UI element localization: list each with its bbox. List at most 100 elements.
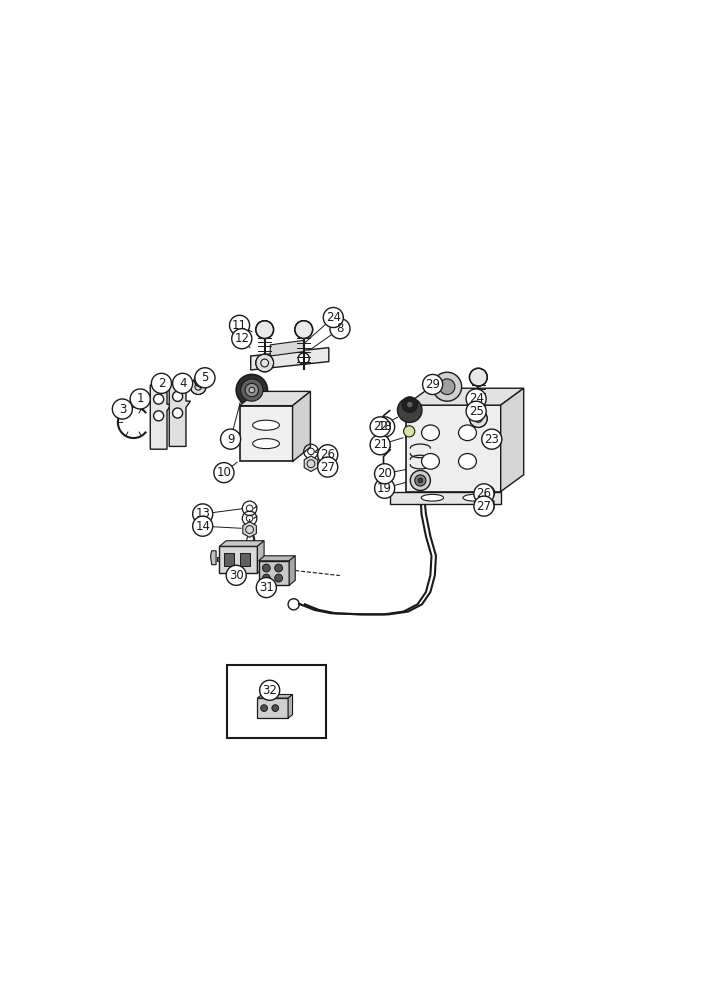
Circle shape — [402, 397, 418, 412]
Circle shape — [173, 408, 183, 418]
Polygon shape — [500, 388, 523, 492]
Text: 27: 27 — [320, 461, 336, 474]
Circle shape — [323, 307, 343, 328]
Ellipse shape — [253, 439, 279, 449]
Bar — [217, 557, 222, 561]
Circle shape — [466, 401, 486, 421]
Circle shape — [410, 470, 431, 490]
Polygon shape — [258, 541, 264, 573]
Polygon shape — [270, 340, 304, 356]
Circle shape — [245, 383, 258, 397]
Text: 3: 3 — [119, 403, 126, 416]
Text: 31: 31 — [259, 581, 274, 594]
Circle shape — [275, 564, 282, 572]
Bar — [390, 492, 500, 504]
Circle shape — [370, 435, 390, 455]
Circle shape — [240, 379, 263, 401]
Circle shape — [256, 578, 276, 598]
Circle shape — [195, 368, 215, 388]
Text: 1: 1 — [137, 392, 144, 405]
Text: 11: 11 — [232, 319, 247, 332]
Circle shape — [153, 411, 163, 421]
Circle shape — [433, 372, 462, 401]
Circle shape — [173, 373, 193, 393]
Circle shape — [418, 478, 423, 483]
Circle shape — [298, 353, 310, 364]
Circle shape — [474, 484, 494, 504]
Text: 14: 14 — [195, 520, 210, 533]
Ellipse shape — [463, 494, 485, 501]
Circle shape — [190, 379, 206, 395]
Circle shape — [374, 464, 395, 484]
Circle shape — [439, 379, 455, 395]
Ellipse shape — [253, 420, 279, 430]
Polygon shape — [292, 391, 310, 461]
Text: 12: 12 — [234, 332, 249, 345]
Circle shape — [272, 705, 279, 711]
Polygon shape — [243, 522, 256, 537]
Circle shape — [262, 574, 270, 582]
Circle shape — [374, 417, 395, 437]
Polygon shape — [251, 348, 329, 370]
Circle shape — [226, 565, 246, 585]
Polygon shape — [305, 456, 318, 472]
Circle shape — [260, 359, 269, 367]
Text: 23: 23 — [485, 433, 499, 446]
Circle shape — [404, 426, 415, 437]
Text: 26: 26 — [477, 487, 492, 500]
Text: 9: 9 — [227, 433, 235, 446]
Circle shape — [469, 410, 487, 427]
Text: 20: 20 — [377, 467, 392, 480]
Circle shape — [236, 374, 267, 406]
Text: 22: 22 — [373, 420, 387, 433]
Circle shape — [220, 429, 240, 449]
Polygon shape — [169, 382, 190, 446]
Circle shape — [194, 373, 209, 387]
Circle shape — [397, 398, 422, 422]
Text: 18: 18 — [377, 420, 392, 433]
Circle shape — [232, 329, 252, 349]
Circle shape — [260, 680, 280, 700]
Bar — [227, 665, 326, 738]
Polygon shape — [220, 541, 264, 546]
Text: 4: 4 — [179, 377, 186, 390]
Circle shape — [112, 399, 132, 419]
Ellipse shape — [421, 494, 444, 501]
Polygon shape — [258, 694, 292, 698]
Text: 30: 30 — [229, 569, 243, 582]
Circle shape — [469, 368, 487, 386]
Polygon shape — [210, 551, 216, 565]
Circle shape — [318, 457, 338, 477]
Circle shape — [230, 315, 250, 335]
Text: 10: 10 — [217, 466, 231, 479]
Circle shape — [249, 387, 255, 393]
Circle shape — [482, 429, 502, 449]
Bar — [220, 546, 258, 573]
Text: 32: 32 — [262, 684, 277, 697]
Circle shape — [374, 478, 395, 498]
Circle shape — [466, 389, 486, 409]
Ellipse shape — [459, 454, 477, 469]
Text: 2: 2 — [158, 377, 165, 390]
Text: 27: 27 — [477, 500, 492, 513]
Polygon shape — [258, 556, 295, 561]
Bar — [240, 553, 250, 566]
Circle shape — [214, 463, 234, 483]
Circle shape — [294, 321, 312, 338]
Polygon shape — [480, 497, 494, 513]
Polygon shape — [240, 391, 310, 406]
Bar — [406, 405, 500, 492]
Text: 8: 8 — [336, 322, 343, 335]
Text: 24: 24 — [469, 392, 484, 405]
Circle shape — [370, 417, 390, 437]
Circle shape — [474, 496, 494, 516]
Circle shape — [318, 445, 338, 465]
Polygon shape — [288, 694, 292, 718]
Text: 5: 5 — [202, 371, 209, 384]
Circle shape — [130, 389, 150, 409]
Circle shape — [406, 401, 413, 408]
Circle shape — [330, 319, 350, 339]
Circle shape — [153, 394, 163, 404]
Polygon shape — [406, 388, 523, 405]
Circle shape — [193, 516, 213, 536]
